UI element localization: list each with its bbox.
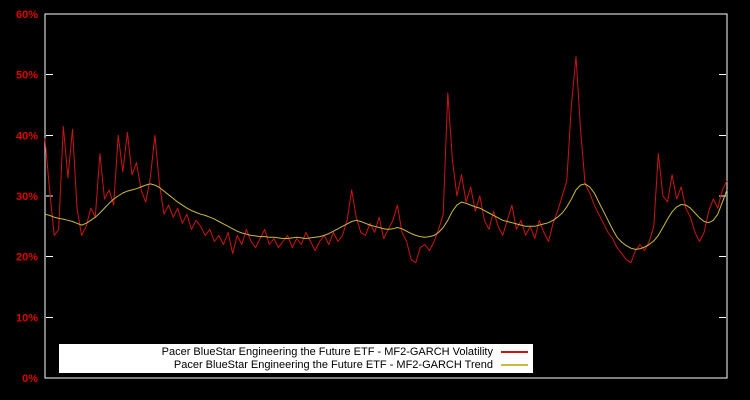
legend-label-volatility: Pacer BlueStar Engineering the Future ET… (161, 345, 493, 358)
trend-series-line (44, 183, 728, 250)
legend-label-trend: Pacer BlueStar Engineering the Future ET… (173, 358, 493, 371)
y-axis-tick-label: 60% (16, 9, 38, 21)
y-axis-tick-label: 20% (16, 252, 38, 264)
y-axis-tick-label: 40% (16, 130, 38, 142)
legend-item-volatility: Pacer BlueStar Engineering the Future ET… (59, 346, 533, 359)
plot-border (44, 13, 728, 379)
y-axis-tick-label: 10% (16, 312, 38, 324)
volatility-series-line (44, 56, 728, 264)
y-axis-tick-label: 0% (22, 373, 38, 385)
legend-item-trend: Pacer BlueStar Engineering the Future ET… (59, 359, 533, 372)
y-axis-tick-label: 50% (16, 70, 38, 82)
trend-line-sample (501, 364, 528, 366)
y-axis-tick-label: 30% (16, 191, 38, 203)
chart-legend: Pacer BlueStar Engineering the Future ET… (59, 344, 533, 373)
volatility-line-sample (501, 351, 528, 353)
